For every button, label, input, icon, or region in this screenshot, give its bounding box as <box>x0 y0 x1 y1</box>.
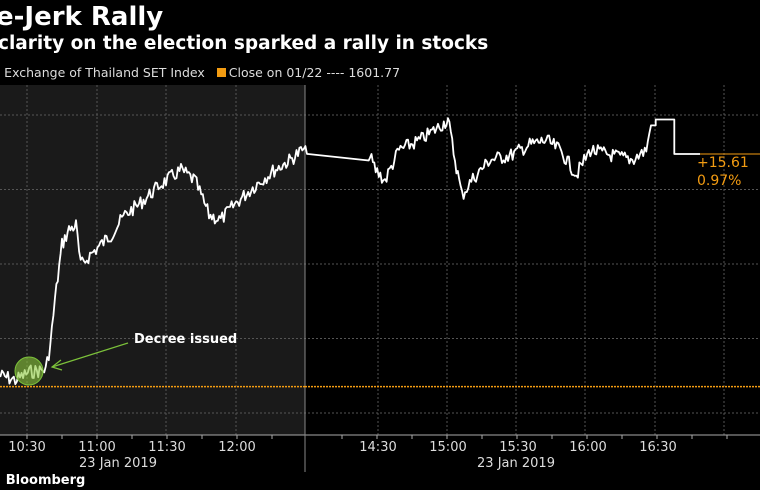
legend-series-label: : Exchange of Thailand SET Index <box>0 65 205 80</box>
legend: : Exchange of Thailand SET Index Close on… <box>0 65 400 80</box>
x-tick-label: 16:00 <box>569 440 606 455</box>
chart-title: e-Jerk Rally <box>0 2 164 32</box>
date-label: 23 Jan 2019 <box>477 456 555 471</box>
x-tick-label: 16:30 <box>639 440 676 455</box>
last-change-pct-label: 0.97% <box>697 173 741 189</box>
morning-session-bg <box>0 85 305 435</box>
annotation-arrow <box>50 342 129 371</box>
last-change-label: +15.61 <box>697 155 749 171</box>
source-note: : Bloomberg <box>0 473 86 488</box>
annotation-label: Decree issued <box>134 332 237 347</box>
legend-close-label: Close on 01/22 ---- 1601.77 <box>228 65 401 80</box>
legend-close-swatch <box>216 68 226 77</box>
gridlines <box>0 85 760 435</box>
annotation-highlight <box>14 356 44 386</box>
date-label: 23 Jan 2019 <box>79 456 157 471</box>
x-axis: 10:30 11:00 11:30 12:00 14:30 15:00 15:30 16:00… <box>0 434 760 455</box>
x-tick-label: 12:00 <box>218 440 255 455</box>
x-tick-label: 10:30 <box>8 440 45 455</box>
x-tick-label: 15:30 <box>499 440 536 455</box>
series-line-set-index <box>0 117 700 386</box>
chart-subtitle: clarity on the election sparked a rally … <box>0 33 489 54</box>
x-tick-label: 14:30 <box>359 440 396 455</box>
x-tick-label: 11:30 <box>148 440 185 455</box>
x-tick-label: 15:00 <box>429 440 466 455</box>
x-tick-label: 11:00 <box>78 440 115 455</box>
